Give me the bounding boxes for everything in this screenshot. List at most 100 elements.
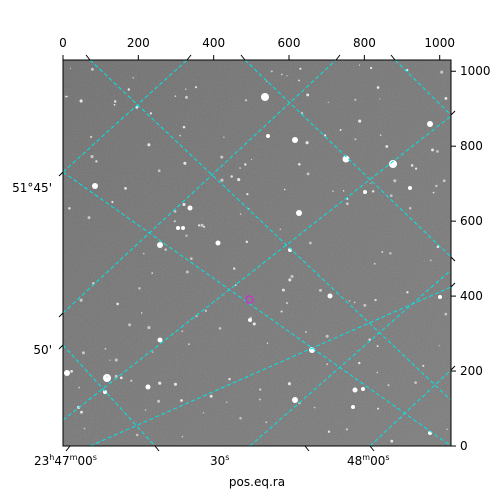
faint-star — [173, 382, 178, 386]
faint-star — [182, 125, 186, 129]
x-pixel-tick-label: 200 — [127, 36, 150, 50]
faint-star — [318, 288, 323, 292]
faint-star — [327, 430, 331, 433]
faint-star — [173, 220, 176, 223]
faint-star — [410, 164, 414, 167]
faint-star — [209, 394, 213, 398]
faint-star — [220, 155, 224, 159]
faint-star — [306, 172, 310, 176]
faint-star — [258, 398, 261, 401]
faint-star — [381, 251, 384, 253]
star — [361, 387, 365, 391]
faint-star — [286, 75, 288, 77]
faint-star — [431, 148, 434, 152]
faint-star — [436, 245, 440, 249]
star — [296, 210, 302, 216]
faint-star — [132, 76, 135, 79]
faint-star — [246, 192, 249, 196]
axis-ticks — [58, 54, 456, 452]
faint-star — [432, 191, 435, 194]
grid-line — [249, 269, 451, 446]
star — [351, 405, 355, 409]
faint-star — [376, 345, 379, 348]
faint-star — [325, 334, 329, 338]
faint-star — [181, 436, 184, 438]
faint-star — [371, 190, 375, 193]
faint-star — [279, 228, 281, 230]
faint-star — [239, 213, 242, 215]
y-pixel-tick-label: 600 — [460, 214, 483, 228]
faint-star — [104, 347, 107, 350]
faint-star — [173, 210, 177, 213]
faint-star — [147, 143, 151, 147]
grid-line — [63, 60, 188, 173]
faint-star — [345, 428, 349, 431]
faint-star — [142, 252, 145, 255]
faint-star — [379, 134, 382, 137]
star — [438, 295, 442, 299]
faint-star — [179, 134, 182, 137]
ra-tick-label: 30s — [210, 453, 229, 468]
faint-star — [444, 312, 448, 316]
faint-star — [339, 129, 342, 131]
faint-star — [164, 248, 167, 251]
faint-star — [373, 262, 376, 265]
faint-star — [230, 175, 233, 178]
faint-star — [370, 182, 372, 184]
faint-star — [140, 312, 143, 314]
ra-axis: 23h47m00s 30s 48m00s pos.eq.ra — [34, 453, 390, 489]
ra-tick-label: 48m00s — [347, 453, 390, 468]
faint-star — [374, 298, 377, 302]
star — [181, 226, 185, 230]
faint-star — [435, 184, 438, 188]
faint-star — [124, 187, 127, 190]
coordinate-grid — [63, 60, 451, 446]
faint-star — [239, 417, 242, 420]
faint-star — [444, 96, 448, 100]
faint-star — [309, 241, 312, 245]
faint-star — [185, 270, 189, 274]
faint-star — [228, 377, 231, 381]
tick-mark — [154, 445, 160, 452]
faint-star — [174, 95, 177, 97]
star — [266, 134, 270, 138]
faint-star — [233, 267, 236, 270]
sky-image — [63, 60, 451, 446]
faint-star — [389, 252, 392, 255]
faint-star — [389, 194, 393, 198]
star — [292, 397, 298, 403]
faint-star — [259, 388, 262, 391]
faint-star — [363, 303, 367, 307]
faint-star — [87, 216, 91, 220]
y-pixel-tick-label: 400 — [460, 289, 483, 303]
faint-star — [234, 284, 237, 286]
faint-star — [130, 379, 133, 382]
faint-star — [313, 406, 316, 409]
faint-star — [300, 112, 304, 115]
star — [427, 121, 433, 127]
faint-star — [69, 67, 72, 70]
faint-star — [281, 288, 285, 292]
faint-star — [79, 99, 83, 103]
faint-star — [299, 67, 302, 70]
tick-mark — [450, 282, 456, 288]
faint-star — [114, 358, 118, 362]
faint-star — [78, 386, 81, 389]
faint-star — [182, 202, 186, 207]
faint-star — [280, 310, 283, 313]
x-pixel-tick-label: 400 — [202, 36, 225, 50]
x-pixel-tick-label: 600 — [278, 36, 301, 50]
faint-star — [290, 274, 294, 279]
faint-star — [135, 433, 139, 437]
tick-mark — [450, 110, 456, 116]
faint-star — [266, 342, 269, 344]
faint-star — [151, 272, 153, 274]
faint-star — [249, 316, 252, 319]
y-pixel-tick-label: 0 — [460, 439, 468, 453]
faint-star — [332, 190, 334, 192]
faint-star — [116, 302, 119, 306]
star — [92, 183, 98, 189]
dec-axis: 51°45' 50' — [12, 181, 52, 357]
faint-star — [326, 363, 329, 366]
x-pixel-tick-label: 0 — [59, 36, 67, 50]
